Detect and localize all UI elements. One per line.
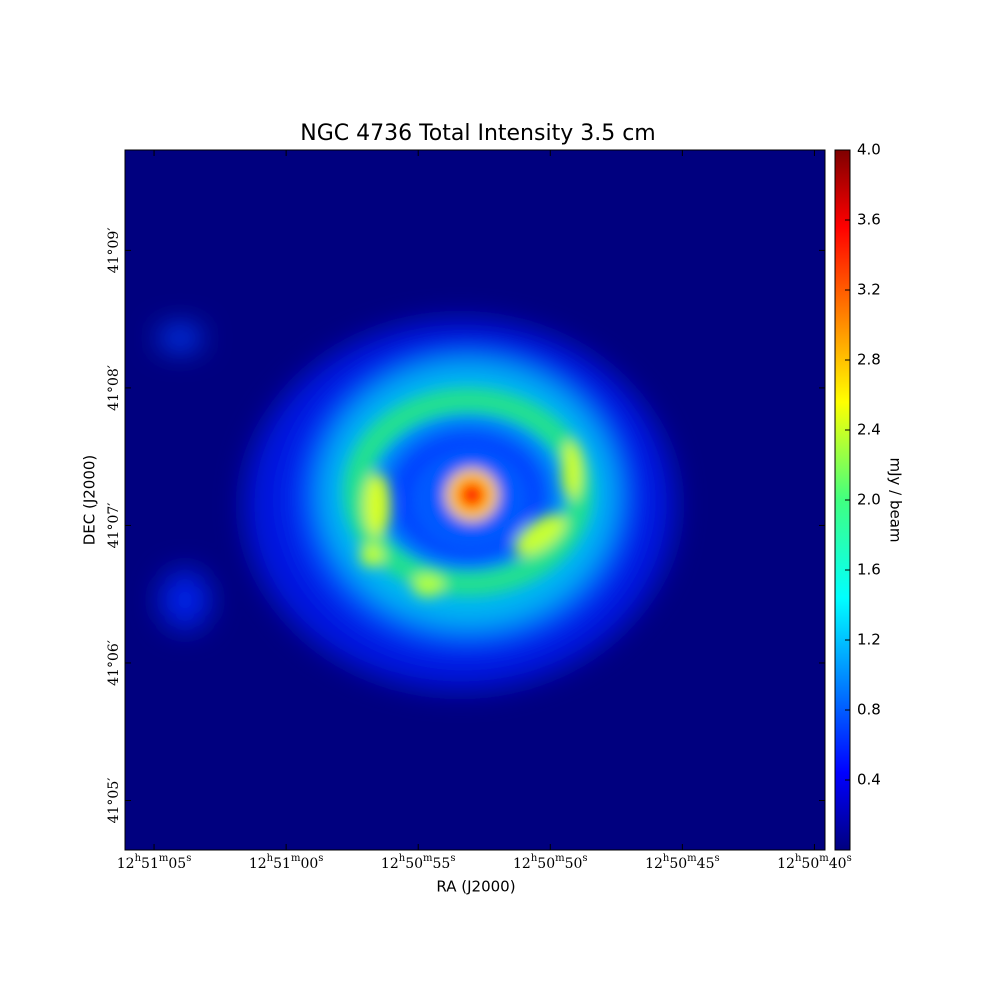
colorbar-tick-label: 2.8 [857, 351, 881, 369]
colorbar-tick-label: 3.6 [857, 211, 881, 229]
colorbar-tick-label: 4.0 [857, 141, 881, 159]
x-tick-label: 12h51m00s [249, 853, 324, 872]
chart-title: NGC 4736 Total Intensity 3.5 cm [300, 121, 655, 146]
colorbar-tick-label: 0.4 [857, 771, 881, 789]
x-tick-label: 12h50m45s [645, 853, 720, 872]
plot-frame [124, 149, 826, 851]
colorbar-tick-label: 1.6 [857, 561, 881, 579]
y-tick-label: 41°09′ [106, 227, 122, 273]
x-tick-label: 12h51m05s [117, 853, 192, 872]
x-tick-label: 12h50m55s [381, 853, 456, 872]
colorbar-tick-label: 1.2 [857, 631, 881, 649]
x-tick-label: 12h50m40s [777, 853, 852, 872]
x-tick-label: 12h50m50s [513, 853, 588, 872]
y-tick-label: 41°07′ [106, 503, 122, 549]
colorbar-tick-label: 2.0 [857, 491, 881, 509]
colorbar-tick-label: 2.4 [857, 421, 881, 439]
colorbar-tick-label: 0.8 [857, 701, 881, 719]
x-axis-label: RA (J2000) [436, 878, 515, 896]
y-tick-label: 41°06′ [106, 640, 122, 686]
colorbar-label: mJy / beam [887, 457, 905, 542]
y-tick-label: 41°05′ [106, 778, 122, 824]
intensity-image [125, 150, 825, 850]
y-tick-label: 41°08′ [106, 365, 122, 411]
y-axis-label: DEC (J2000) [81, 455, 99, 546]
colorbar-tick-label: 3.2 [857, 281, 881, 299]
